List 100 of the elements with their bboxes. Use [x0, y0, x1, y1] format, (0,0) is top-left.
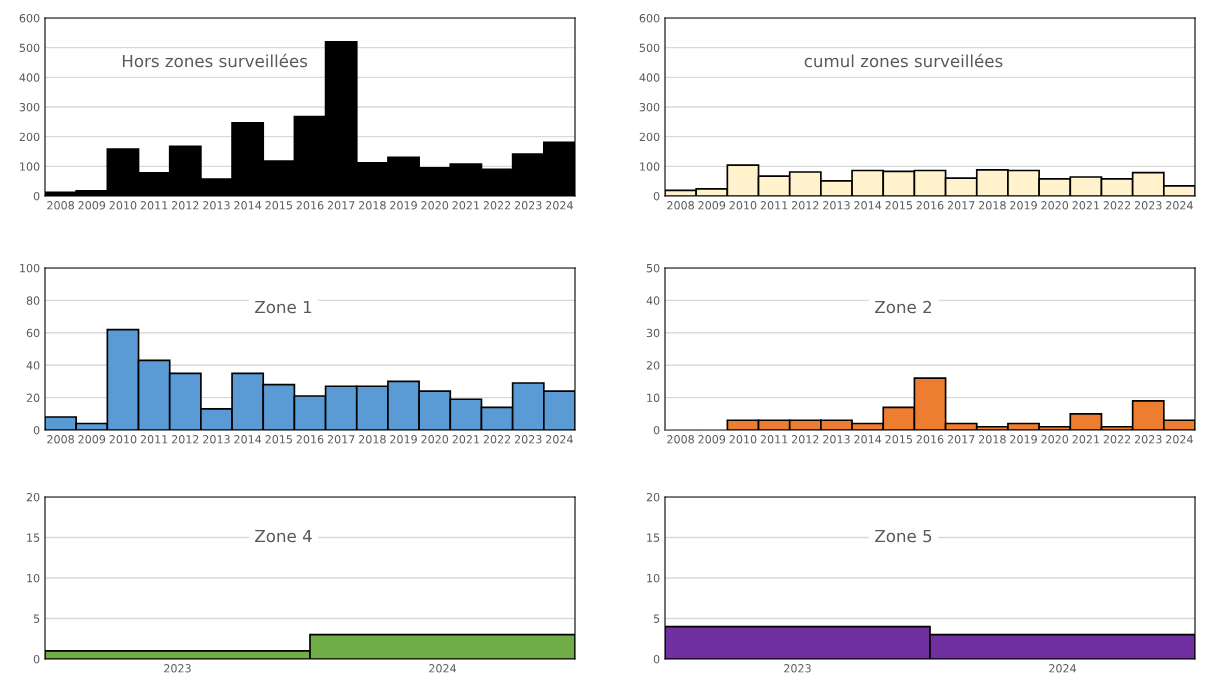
x-tick-label: 2016 — [296, 435, 324, 444]
y-tick-label: 40 — [646, 296, 660, 305]
y-tick-label: 0 — [33, 654, 40, 664]
x-tick-label: 2022 — [483, 201, 511, 210]
x-tick-label: 2022 — [1103, 435, 1131, 444]
x-tick-label: 2023 — [1134, 435, 1162, 444]
x-tick-label: 2018 — [359, 201, 386, 210]
x-tick-label: 2018 — [359, 435, 386, 444]
x-tick-label: 2023 — [514, 201, 542, 210]
x-tick-label: 2020 — [1041, 201, 1069, 210]
x-tick-label: 2024 — [429, 664, 457, 673]
x-tick-label: 2019 — [1010, 201, 1037, 210]
y-tick-label: 600 — [639, 13, 660, 23]
x-tick-label: 2008 — [47, 201, 74, 210]
text: Hors zones surveillées — [122, 53, 308, 68]
x-tick-label: 2009 — [698, 201, 726, 210]
x-tick-label: 2013 — [823, 201, 850, 210]
y-tick-label: 0 — [33, 191, 40, 201]
x-tick-label: 2023 — [164, 664, 191, 673]
text: Zone 2 — [875, 300, 931, 314]
x-tick-label: 2017 — [327, 201, 355, 210]
y-tick-label: 5 — [653, 614, 660, 623]
x-tick-label: 2010 — [109, 435, 137, 444]
x-tick-label: 2011 — [760, 435, 788, 444]
x-tick-label: 2014 — [854, 435, 882, 444]
text: cumul zones surveillées — [804, 53, 1003, 68]
x-tick-label: 2017 — [947, 435, 975, 444]
x-tick-label: 2012 — [791, 201, 819, 210]
x-tick-label: 2013 — [203, 435, 230, 444]
x-tick-label: 2011 — [760, 201, 788, 210]
y-tick-label: 500 — [19, 43, 40, 53]
y-tick-label: 400 — [639, 73, 660, 82]
x-tick-label: 2024 — [1166, 435, 1193, 444]
x-tick-label: 2009 — [698, 435, 726, 444]
x-tick-label: 2015 — [265, 435, 292, 444]
y-tick-label: 10 — [647, 573, 660, 583]
x-tick-label: 2024 — [1049, 664, 1077, 673]
x-tick-label: 2022 — [483, 435, 511, 444]
y-tick-label: 100 — [20, 162, 40, 171]
x-tick-label: 2023 — [784, 664, 811, 673]
x-tick-label: 2016 — [916, 435, 944, 444]
y-tick-label: 200 — [639, 132, 660, 142]
text: Zone 1 — [255, 300, 312, 314]
y-tick-label: 20 — [646, 361, 660, 370]
x-tick-label: 2010 — [109, 201, 137, 210]
x-tick-label: 2012 — [791, 435, 819, 444]
x-tick-label: 2008 — [667, 435, 694, 444]
y-tick-label: 0 — [33, 425, 40, 435]
y-tick-label: 300 — [639, 102, 660, 112]
x-tick-label: 2018 — [979, 435, 1006, 444]
x-tick-label: 2015 — [885, 435, 912, 444]
x-tick-label: 2010 — [729, 435, 757, 444]
x-tick-label: 2010 — [729, 201, 757, 210]
x-tick-label: 2012 — [171, 435, 199, 444]
x-tick-label: 2012 — [171, 201, 199, 210]
y-tick-label: 20 — [646, 492, 660, 502]
x-tick-label: 2011 — [140, 435, 168, 444]
x-tick-label: 2014 — [234, 435, 262, 444]
y-tick-label: 0 — [653, 654, 660, 664]
y-tick-label: 40 — [26, 361, 40, 370]
x-tick-label: 2014 — [234, 201, 262, 210]
x-tick-label: 2020 — [421, 435, 449, 444]
y-tick-label: 0 — [653, 425, 660, 435]
y-tick-label: 60 — [26, 328, 40, 338]
x-tick-label: 2017 — [327, 435, 355, 444]
y-tick-label: 500 — [639, 43, 660, 53]
y-tick-label: 400 — [19, 73, 40, 82]
y-tick-label: 0 — [653, 191, 660, 201]
x-tick-label: 2019 — [1010, 435, 1037, 444]
y-tick-label: 10 — [27, 573, 40, 583]
y-tick-label: 15 — [647, 533, 660, 542]
y-tick-label: 100 — [20, 263, 40, 273]
x-tick-label: 2008 — [667, 201, 694, 210]
y-tick-label: 50 — [646, 263, 660, 273]
x-tick-label: 2016 — [296, 201, 324, 210]
x-tick-label: 2014 — [854, 201, 882, 210]
y-tick-label: 300 — [19, 102, 40, 112]
y-tick-label: 15 — [27, 533, 40, 542]
x-tick-label: 2024 — [1166, 201, 1193, 210]
x-tick-label: 2019 — [390, 201, 417, 210]
x-tick-label: 2024 — [546, 435, 573, 444]
text: Zone 5 — [875, 529, 932, 543]
x-tick-label: 2024 — [546, 201, 573, 210]
y-tick-label: 80 — [26, 296, 40, 305]
x-tick-label: 2021 — [452, 435, 479, 444]
x-tick-label: 2023 — [1134, 201, 1162, 210]
y-tick-label: 5 — [33, 614, 40, 623]
x-tick-label: 2020 — [421, 201, 449, 210]
x-tick-label: 2020 — [1041, 435, 1069, 444]
x-tick-label: 2023 — [514, 435, 542, 444]
y-tick-label: 600 — [19, 13, 40, 23]
x-tick-label: 2009 — [78, 201, 106, 210]
y-tick-label: 100 — [640, 162, 660, 171]
x-tick-label: 2021 — [452, 201, 479, 210]
x-tick-label: 2018 — [979, 201, 1006, 210]
y-tick-label: 20 — [26, 393, 40, 402]
x-tick-label: 2017 — [947, 201, 975, 210]
x-tick-label: 2016 — [916, 201, 944, 210]
x-tick-label: 2022 — [1103, 201, 1131, 210]
x-tick-label: 2021 — [1072, 435, 1099, 444]
